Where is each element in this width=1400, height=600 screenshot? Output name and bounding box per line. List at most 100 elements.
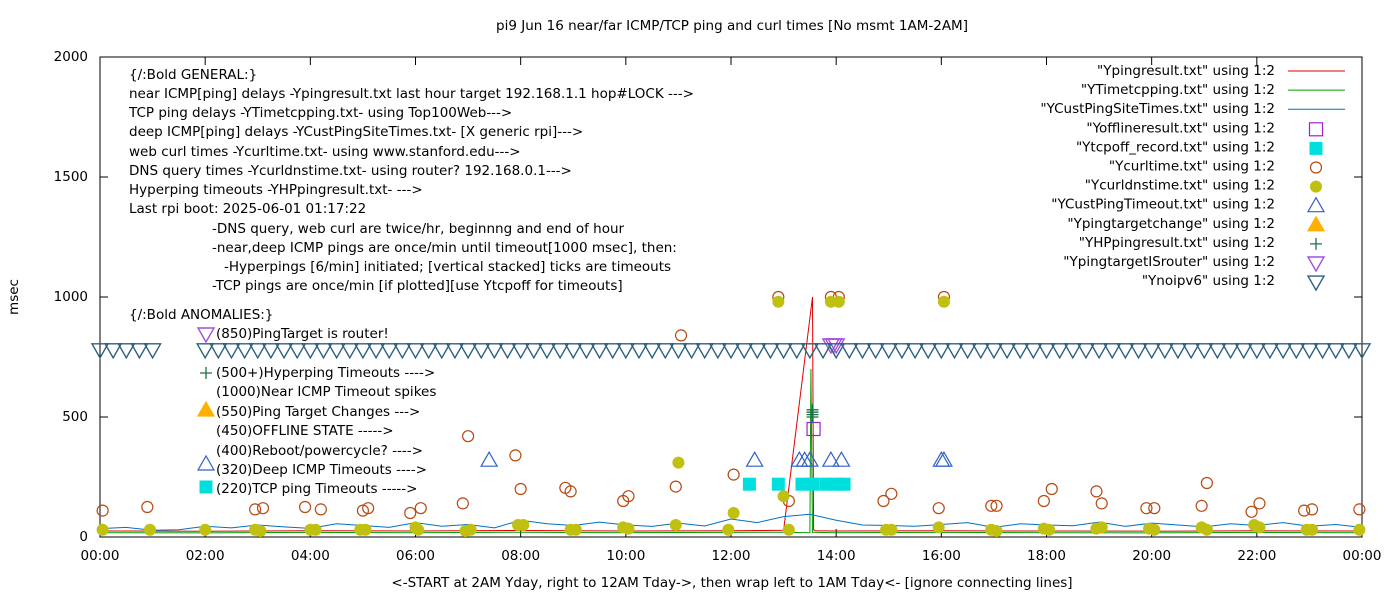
y-tick-label: 1000 xyxy=(54,289,88,305)
data-point xyxy=(774,343,793,360)
data-point xyxy=(393,343,412,360)
data-point xyxy=(414,502,427,515)
data-point xyxy=(674,329,688,342)
data-point xyxy=(603,343,622,360)
data-point xyxy=(813,343,833,360)
legend-swatch xyxy=(1310,180,1322,193)
x-tick-label: 08:00 xyxy=(501,548,540,564)
data-point xyxy=(1253,497,1266,510)
legend-swatch xyxy=(1308,122,1324,137)
data-point xyxy=(826,343,846,360)
legend-label: "Ytcpoff_record.txt" using 1:2 xyxy=(1076,139,1275,155)
x-tick-label: 02:00 xyxy=(186,548,225,564)
series-line xyxy=(99,368,1363,534)
data-point xyxy=(642,343,662,360)
data-point xyxy=(826,338,846,355)
x-tick-label: 16:00 xyxy=(922,548,961,564)
annotation: Last rpi boot: 2025-06-01 01:17:22 xyxy=(129,201,366,217)
data-point xyxy=(832,295,845,308)
data-point xyxy=(359,523,372,536)
data-point xyxy=(1024,343,1043,360)
data-point xyxy=(590,343,609,360)
x-tick-label: 06:00 xyxy=(396,548,435,564)
data-point xyxy=(885,487,898,500)
annotation-icon xyxy=(199,480,213,494)
data-point xyxy=(1306,523,1319,536)
data-point xyxy=(1234,343,1253,360)
data-point xyxy=(235,343,254,360)
data-point xyxy=(96,523,109,536)
data-point xyxy=(761,343,780,360)
data-point xyxy=(1095,497,1108,510)
data-point xyxy=(934,450,953,467)
data-point xyxy=(682,343,701,360)
data-point xyxy=(143,343,162,360)
data-point xyxy=(958,343,977,360)
data-point xyxy=(1181,343,1201,360)
data-point xyxy=(356,504,370,517)
data-point xyxy=(622,522,635,535)
y-tick-label: 2000 xyxy=(54,49,88,65)
x-tick-label: 22:00 xyxy=(1237,548,1276,564)
data-point xyxy=(90,343,110,360)
annotation: web curl times -Ycurltime.txt- using www… xyxy=(129,144,521,160)
data-point xyxy=(1142,343,1161,360)
data-point xyxy=(517,519,530,531)
annotation: DNS query times -Ycurldnstime.txt- using… xyxy=(129,163,572,179)
annotation: near ICMP[ping] delays -Ypingresult.txt … xyxy=(129,86,694,102)
data-point xyxy=(1313,343,1332,360)
data-point xyxy=(143,523,156,536)
data-point xyxy=(1148,523,1161,536)
data-point xyxy=(1011,343,1030,360)
annotation-icon xyxy=(196,327,216,344)
data-point xyxy=(537,343,557,360)
x-tick-label: 00:00 xyxy=(81,548,120,564)
data-point xyxy=(1089,343,1109,360)
x-tick-label: 20:00 xyxy=(1132,548,1171,564)
legend-label: "YCustPingTimeout.txt" using 1:2 xyxy=(1051,197,1275,213)
data-point xyxy=(199,523,212,536)
data-point xyxy=(1260,343,1280,360)
y-axis-label: msec xyxy=(6,279,22,315)
data-point xyxy=(256,502,270,515)
data-point xyxy=(406,343,425,360)
data-point xyxy=(569,523,582,536)
data-point xyxy=(821,450,840,467)
data-point xyxy=(971,343,990,360)
data-point xyxy=(806,421,821,437)
data-point xyxy=(1326,343,1345,360)
data-point xyxy=(301,343,320,360)
data-point xyxy=(892,343,912,360)
data-point xyxy=(734,343,754,360)
data-point xyxy=(918,343,938,360)
data-point xyxy=(1208,343,1227,360)
data-point xyxy=(866,343,885,360)
data-point xyxy=(985,499,998,512)
data-point xyxy=(195,343,215,360)
data-point xyxy=(1090,485,1103,498)
data-point xyxy=(748,343,767,360)
data-point xyxy=(1116,343,1135,360)
data-point xyxy=(309,523,322,536)
data-point xyxy=(656,343,675,360)
legend-label: "Yofflineresult.txt" using 1:2 xyxy=(1086,120,1275,136)
data-point xyxy=(742,477,756,491)
data-point xyxy=(1043,523,1056,536)
data-point xyxy=(1287,343,1306,360)
annotation: -near,deep ICMP pings are once/min until… xyxy=(212,240,677,256)
data-point xyxy=(997,343,1017,360)
annotation: deep ICMP[ping] delays -YCustPingSiteTim… xyxy=(129,124,583,140)
data-point xyxy=(249,503,262,516)
data-point xyxy=(1063,343,1082,360)
data-point xyxy=(1050,343,1069,360)
data-point xyxy=(248,343,267,360)
data-point xyxy=(932,343,951,360)
data-point xyxy=(314,503,327,516)
legend-swatch xyxy=(1306,256,1326,273)
annotation: (500+)Hyperping Timeouts ----> xyxy=(216,365,435,381)
data-point xyxy=(480,450,499,467)
data-point xyxy=(274,343,294,360)
data-point xyxy=(511,343,530,360)
data-point xyxy=(800,450,819,467)
